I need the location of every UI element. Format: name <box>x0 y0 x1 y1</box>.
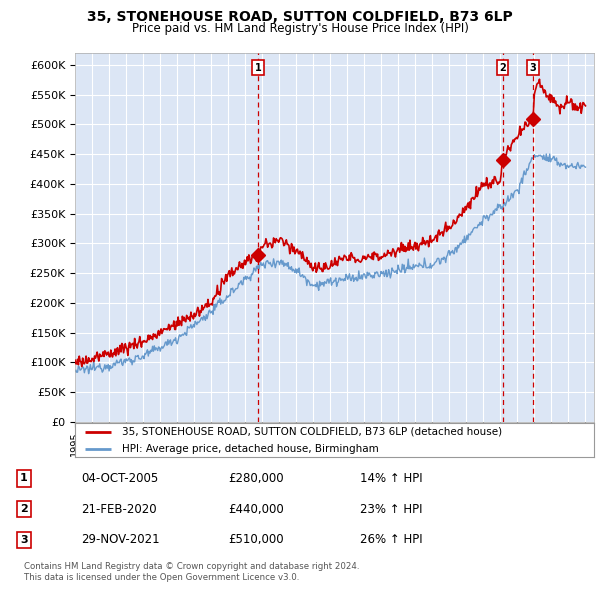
Text: 1: 1 <box>254 63 262 73</box>
Text: This data is licensed under the Open Government Licence v3.0.: This data is licensed under the Open Gov… <box>24 572 299 582</box>
Text: 3: 3 <box>530 63 536 73</box>
Text: 26% ↑ HPI: 26% ↑ HPI <box>360 533 422 546</box>
Text: 2: 2 <box>20 504 28 514</box>
Text: 35, STONEHOUSE ROAD, SUTTON COLDFIELD, B73 6LP: 35, STONEHOUSE ROAD, SUTTON COLDFIELD, B… <box>87 10 513 24</box>
Text: £440,000: £440,000 <box>228 503 284 516</box>
Text: 04-OCT-2005: 04-OCT-2005 <box>81 472 158 485</box>
Text: 1: 1 <box>20 474 28 483</box>
Text: 29-NOV-2021: 29-NOV-2021 <box>81 533 160 546</box>
Text: 14% ↑ HPI: 14% ↑ HPI <box>360 472 422 485</box>
Text: £280,000: £280,000 <box>228 472 284 485</box>
Text: 3: 3 <box>20 535 28 545</box>
Text: 35, STONEHOUSE ROAD, SUTTON COLDFIELD, B73 6LP (detached house): 35, STONEHOUSE ROAD, SUTTON COLDFIELD, B… <box>122 427 502 437</box>
Text: 2: 2 <box>499 63 506 73</box>
Text: HPI: Average price, detached house, Birmingham: HPI: Average price, detached house, Birm… <box>122 444 379 454</box>
Text: Contains HM Land Registry data © Crown copyright and database right 2024.: Contains HM Land Registry data © Crown c… <box>24 562 359 571</box>
Text: Price paid vs. HM Land Registry's House Price Index (HPI): Price paid vs. HM Land Registry's House … <box>131 22 469 35</box>
Text: 23% ↑ HPI: 23% ↑ HPI <box>360 503 422 516</box>
Text: 21-FEB-2020: 21-FEB-2020 <box>81 503 157 516</box>
Text: £510,000: £510,000 <box>228 533 284 546</box>
